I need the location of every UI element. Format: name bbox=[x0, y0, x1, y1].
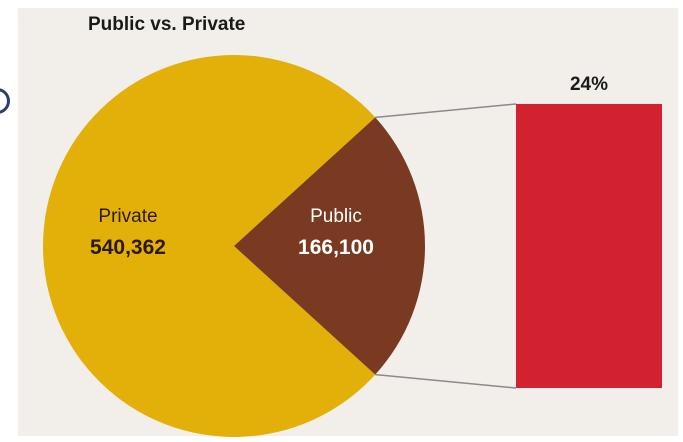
breakout-bar-label: 24% bbox=[570, 74, 608, 95]
slice-value-public: 166,100 bbox=[298, 236, 374, 259]
pie-slice-private bbox=[43, 54, 376, 438]
slice-name-private: Private bbox=[98, 206, 157, 227]
chart-title: Public vs. Private bbox=[88, 14, 246, 35]
connector-line-bottom bbox=[375, 373, 517, 389]
pie-chart: Private 540,362 Public 166,100 bbox=[43, 54, 426, 438]
breakout-bar bbox=[516, 104, 662, 388]
slice-name-public: Public bbox=[310, 206, 362, 227]
connector-line-top bbox=[375, 103, 517, 119]
slice-value-private: 540,362 bbox=[90, 236, 166, 259]
pie-slice-public bbox=[234, 117, 426, 375]
